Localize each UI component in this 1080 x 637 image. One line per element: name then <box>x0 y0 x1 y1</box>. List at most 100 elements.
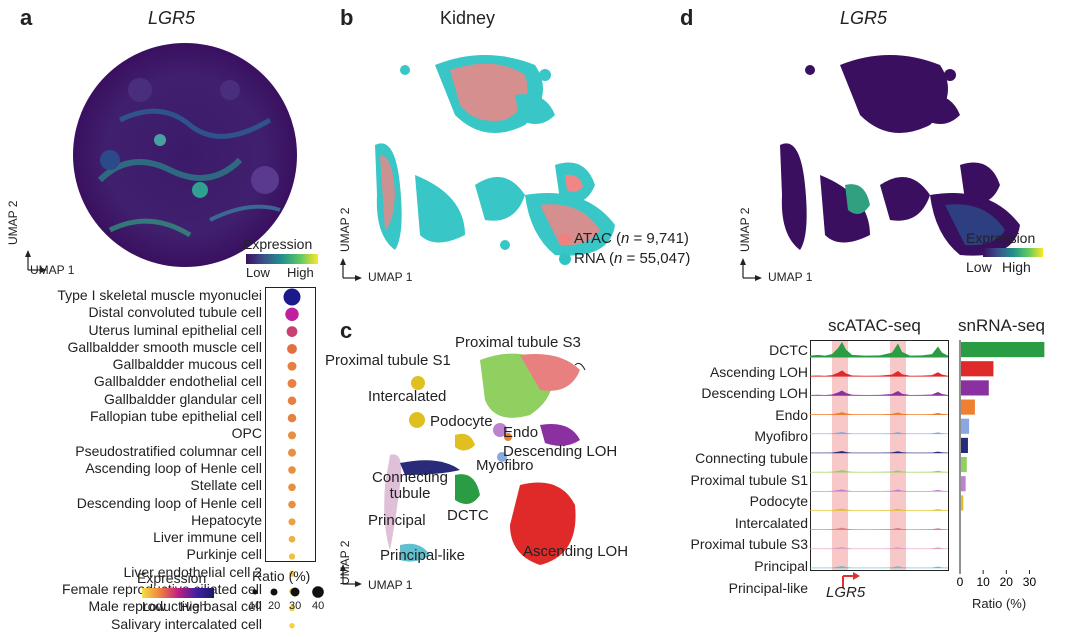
snrna-bar <box>961 495 964 511</box>
dotplot-label: Liver immune cell <box>153 529 262 546</box>
panel-d-expr-high: High <box>1002 259 1031 275</box>
ratio-legend-20: 20 <box>268 600 281 612</box>
track-label: Myofibro <box>754 428 808 445</box>
panel-a-umap1: UMAP 1 <box>30 263 75 277</box>
atac-legend: ATAC (n = 9,741) <box>574 230 689 247</box>
track-label: Intercalated <box>734 514 808 531</box>
dotplot-label: Gallbaldder glandular cell <box>104 390 262 407</box>
scatac-header: scATAC-seq <box>828 316 921 335</box>
panel-d-expr-low: Low <box>966 259 992 275</box>
dotplot-label: Distal convoluted tubule cell <box>88 304 262 321</box>
c-label-asc-loh: Ascending LOH <box>523 543 629 560</box>
ratio-dot-40 <box>312 586 324 598</box>
panel-b-axis-arrows <box>340 258 362 281</box>
ratio-dot-20 <box>270 588 278 596</box>
highlight-region-2 <box>890 340 906 570</box>
c-label-dctc: DCTC <box>447 507 489 524</box>
ratio-dot-10 <box>252 589 258 595</box>
track-label: Proximal tubule S1 <box>690 471 808 488</box>
panel-b-title: Kidney <box>440 8 496 28</box>
atac-track <box>810 431 948 434</box>
panel-c-umap2: UMAP 2 <box>338 540 352 585</box>
panel-a-expr-high: High <box>287 265 314 280</box>
gene-arrowhead <box>853 572 860 580</box>
highlight-region-1 <box>832 340 848 570</box>
dotplot-label: Female reproductive ciliated cell <box>62 581 262 598</box>
dotplot-label: Ascending loop of Henle cell <box>85 459 262 476</box>
snrna-bar <box>961 437 968 453</box>
track-label: Principal <box>754 557 808 574</box>
dotplot-dot <box>288 570 296 577</box>
dotplot-label: Gallbaldder mucous cell <box>112 356 262 373</box>
c-label-intercalated: Intercalated <box>368 388 447 405</box>
dotplot-label: Fallopian tube epithelial cell <box>90 408 262 425</box>
panel-a-expr-title: Expression <box>243 236 313 252</box>
ratio-legend-10: 10 <box>249 600 262 612</box>
panel-b-umap <box>375 55 615 256</box>
dotplot-label: Gallbaldder smooth muscle cell <box>67 338 262 355</box>
snrna-bar <box>961 380 989 396</box>
snrna-bar <box>961 476 966 492</box>
panel-a-expr-low: Low <box>246 265 270 280</box>
track-row-labels: DCTC Ascending LOH Descending LOH Endo M… <box>640 340 808 599</box>
panel-d-label: d <box>680 5 694 30</box>
dotplot-label: Stellate cell <box>190 477 262 494</box>
panel-a-label: a <box>20 5 33 30</box>
dotplot-chart <box>265 287 316 629</box>
dotplot-label: Descending loop of Henle cell <box>76 494 262 511</box>
track-label: DCTC <box>769 342 808 358</box>
dotplot-dot <box>287 343 297 354</box>
atac-track <box>810 390 948 396</box>
snrna-bar-chart: 0 10 20 30 <box>957 340 1045 589</box>
panel-d-umap <box>780 55 1020 256</box>
panel-a-title: LGR5 <box>148 8 196 28</box>
dotplot-label: Pseudostratified columnar cell <box>75 442 262 459</box>
dotplot-label: Salivary intercalated cell <box>111 615 262 632</box>
c-label-principal-like: Principal-like <box>380 547 466 564</box>
track-label: Principal-like <box>728 579 808 596</box>
track-label: Endo <box>775 406 808 423</box>
c-label-desc-loh: Descending LOH <box>503 443 618 460</box>
dotplot-dot <box>287 431 297 440</box>
c-label-principal: Principal <box>368 512 426 529</box>
c-label-podocyte: Podocyte <box>430 413 493 430</box>
snrna-bar <box>961 342 1045 358</box>
dotplot-dot <box>285 307 299 322</box>
dotplot-dot <box>287 379 297 388</box>
dotplot-label: Purkinje cell <box>186 546 262 563</box>
dotplot-label: Male reproductive basal cell <box>88 598 262 615</box>
dotplot-expr-bar <box>142 588 214 598</box>
snrna-tick-label: 0 <box>957 575 964 589</box>
snrna-tick-label: 30 <box>1023 575 1037 589</box>
atac-track <box>810 527 948 530</box>
panel-a-umap <box>73 43 297 267</box>
track-label: Descending LOH <box>701 385 808 402</box>
atac-track <box>810 566 948 568</box>
atac-track <box>810 370 948 377</box>
dotplot-label: Gallbaldder endothelial cell <box>93 373 262 390</box>
panel-d-axis-arrows <box>740 258 762 281</box>
snrna-xlabel: Ratio (%) <box>972 596 1027 611</box>
ratio-legend-title: Ratio (%) <box>252 568 311 584</box>
ratio-legend-40: 40 <box>312 600 325 612</box>
ratio-legend-dots <box>252 586 324 598</box>
dotplot-expr-low: Low <box>142 599 166 614</box>
gene-label: LGR5 <box>826 584 866 601</box>
dotplot-label: Liver endothelial cell 2 <box>123 563 262 580</box>
panel-d-umap2: UMAP 2 <box>738 207 752 252</box>
track-label: Ascending LOH <box>709 363 808 380</box>
dotplot-dot <box>288 535 296 543</box>
ratio-dot-30 <box>290 587 300 597</box>
dotplot-dot <box>287 448 297 457</box>
dotplot-expr-title: Expression <box>137 570 207 586</box>
panel-d-expr-title: Expression <box>966 230 1036 246</box>
dotplot-dot <box>287 396 297 406</box>
panel-d-expr-bar <box>983 248 1043 257</box>
c-label-prox-s1: Proximal tubule S1 <box>325 352 451 369</box>
snrna-tick-label: 20 <box>1000 575 1014 589</box>
dotplot-label: OPC <box>231 425 262 442</box>
panel-c-umap <box>384 353 586 565</box>
dotplot-dot <box>289 623 295 629</box>
panel-a-axis-arrows <box>25 250 47 273</box>
panel-a-expr-bar <box>246 254 318 264</box>
